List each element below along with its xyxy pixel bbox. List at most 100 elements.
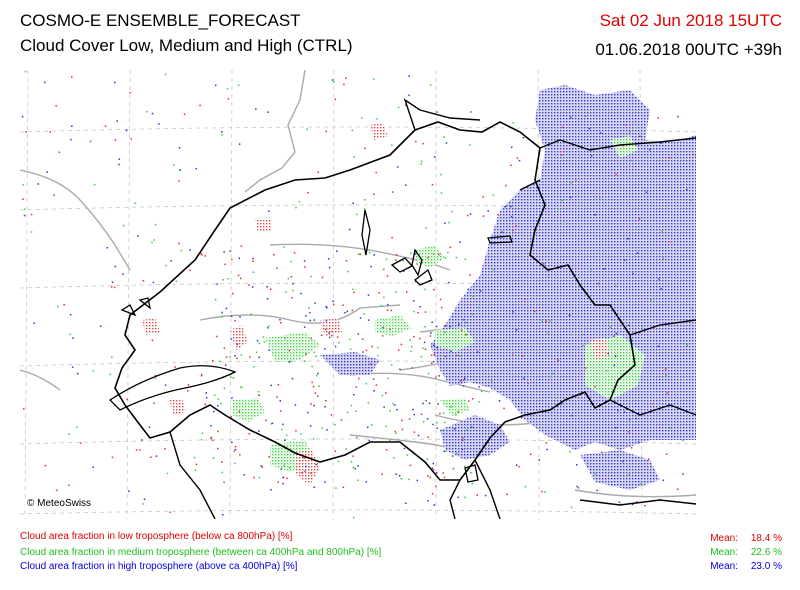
cloud-speckle xyxy=(533,310,536,313)
cloud-speckle xyxy=(471,483,473,485)
cloud-speckle xyxy=(309,312,311,314)
cloud-speckle xyxy=(378,292,380,294)
cloud-speckle xyxy=(409,464,412,467)
cloud-speckle xyxy=(385,425,387,427)
cloud-speckle xyxy=(180,249,183,252)
cloud-speckle xyxy=(562,126,564,129)
cloud-speckle xyxy=(154,223,157,226)
cloud-speckle xyxy=(279,319,281,321)
cloud-speckle xyxy=(104,125,107,127)
cloud-speckle xyxy=(411,346,413,348)
cloud-speckle xyxy=(238,410,240,413)
cloud-speckle xyxy=(313,404,315,407)
cloud-speckle xyxy=(438,375,440,377)
cloud-speckle xyxy=(24,70,27,73)
cloud-speckle xyxy=(419,306,421,308)
cloud-speckle xyxy=(367,402,370,404)
cloud-speckle xyxy=(443,476,446,479)
mean-value-high: 23.0 % xyxy=(750,561,782,572)
cloud-speckle xyxy=(412,408,414,411)
cloud-speckle xyxy=(25,131,27,133)
cloud-speckle xyxy=(99,325,102,327)
cloud-speckle xyxy=(277,481,279,483)
cloud-speckle xyxy=(457,496,459,499)
cloud-speckle xyxy=(426,458,429,460)
cloud-speckle xyxy=(289,466,291,469)
cloud-speckle xyxy=(109,373,111,376)
cloud-speckle xyxy=(373,390,375,392)
cloud-speckle xyxy=(194,469,197,471)
cloud-speckle xyxy=(440,192,443,194)
cloud-speckle xyxy=(134,202,137,204)
cloud-speckle xyxy=(218,360,221,362)
cloud-speckle xyxy=(375,384,378,386)
cloud-speckle xyxy=(222,279,224,281)
cloud-speckle xyxy=(640,483,642,485)
cloud-speckle xyxy=(268,210,270,212)
cloud-speckle xyxy=(377,346,379,349)
cloud-speckle xyxy=(469,213,472,215)
cloud-speckle xyxy=(261,466,264,468)
cloud-speckle xyxy=(72,337,74,339)
cloud-speckle xyxy=(398,349,400,351)
cloud-speckle xyxy=(615,426,617,429)
cloud-speckle xyxy=(268,349,270,351)
cloud-speckle xyxy=(331,330,333,333)
cloud-speckle xyxy=(164,73,167,76)
cloud-speckle xyxy=(57,305,59,308)
cloud-speckle xyxy=(479,290,482,292)
cloud-speckle xyxy=(478,306,480,309)
cloud-speckle xyxy=(355,386,358,388)
cloud-speckle xyxy=(618,501,621,503)
cloud-speckle xyxy=(383,296,385,299)
cloud-speckle xyxy=(350,404,353,407)
cloud-speckle xyxy=(357,333,360,335)
cloud-speckle xyxy=(463,319,465,321)
cloud-speckle xyxy=(114,139,117,141)
cloud-speckle xyxy=(584,115,587,117)
cloud-speckle xyxy=(576,485,578,488)
cloud-speckle xyxy=(355,436,358,439)
cloud-speckle xyxy=(151,339,154,342)
cloud-speckle xyxy=(649,148,651,151)
cloud-speckle xyxy=(154,377,157,380)
cloud-speckle xyxy=(237,274,240,277)
cloud-speckle xyxy=(469,274,471,276)
cloud-speckle xyxy=(303,457,305,459)
cloud-speckle xyxy=(504,205,506,208)
cloud-speckle xyxy=(258,476,261,479)
cloud-speckle xyxy=(389,410,391,412)
cloud-speckle xyxy=(158,123,160,125)
cloud-speckle xyxy=(415,140,417,143)
cloud-speckle xyxy=(200,439,203,441)
cloud-speckle xyxy=(584,367,587,369)
cloud-speckle xyxy=(135,449,138,451)
cloud-speckle xyxy=(365,383,368,385)
cloud-speckle xyxy=(338,341,340,344)
cloud-speckle xyxy=(347,270,349,273)
cloud-speckle xyxy=(524,485,527,488)
cloud-speckle xyxy=(351,309,354,312)
cloud-speckle xyxy=(126,398,128,401)
cloud-speckle xyxy=(431,467,434,469)
cloud-speckle xyxy=(279,400,281,402)
cloud-speckle xyxy=(400,343,403,346)
cloud-speckle xyxy=(686,189,688,191)
cloud-speckle xyxy=(452,467,455,470)
cloud-speckle xyxy=(33,322,35,325)
cloud-speckle xyxy=(281,428,283,431)
cloud-speckle xyxy=(170,260,172,262)
cloud-speckle xyxy=(695,322,696,324)
cloud-speckle xyxy=(258,430,260,432)
cloud-speckle xyxy=(362,351,364,353)
cloud-speckle xyxy=(353,156,355,158)
cloud-speckle xyxy=(113,286,116,289)
cloud-speckle xyxy=(292,283,294,285)
cloud-speckle xyxy=(298,201,301,203)
cloud-speckle xyxy=(217,398,220,400)
cloud-speckle xyxy=(304,266,306,268)
cloud-speckle xyxy=(545,442,548,444)
cloud-speckle xyxy=(350,461,353,463)
cloud-speckle xyxy=(227,98,230,100)
cloud-speckle xyxy=(636,252,639,254)
